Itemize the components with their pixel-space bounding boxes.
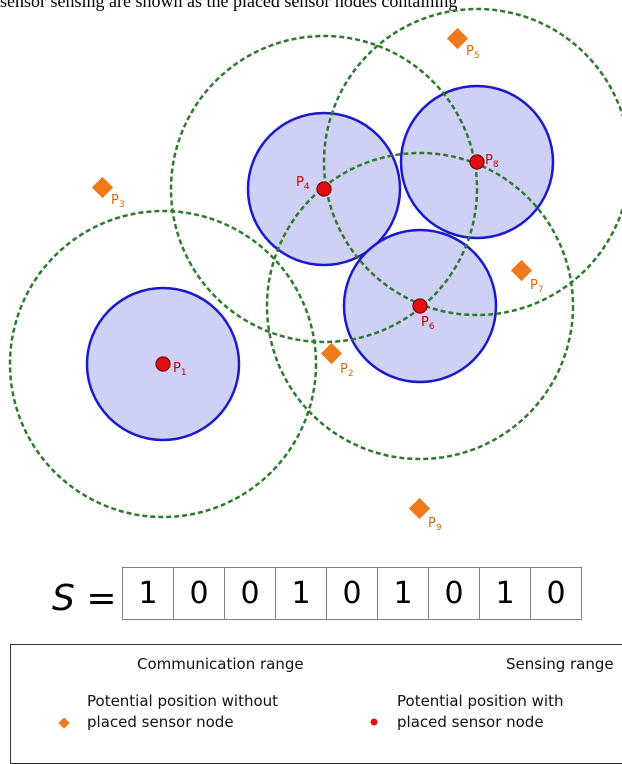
sequence-bit: 0 [224, 567, 276, 620]
sensor-layout-diagram: P1 P2 P3 P4 P5 P6 P7 P8 P9 [8, 7, 622, 533]
sequence-bit: 1 [122, 567, 174, 620]
sequence-bit: 0 [326, 567, 378, 620]
legend-comm-label: Communication range [137, 655, 304, 673]
sequence-bit: 1 [275, 567, 327, 620]
placed-node-p6 [412, 298, 428, 314]
legend-unplaced-line1: Potential position without [87, 692, 279, 710]
sequence-bit: 0 [173, 567, 225, 620]
candidate-marker-p9 [408, 497, 431, 520]
legend-placed-line2: placed sensor node [397, 713, 544, 731]
candidate-marker-p5 [446, 27, 469, 50]
sequence-cells: 1 0 0 1 0 1 0 1 0 [122, 567, 582, 620]
comm-range-p4 [169, 34, 479, 344]
legend-placed-line1: Potential position with [397, 692, 564, 710]
candidate-marker-p3 [91, 176, 114, 199]
sequence-bit: 1 [377, 567, 429, 620]
sequence-bit: 0 [428, 567, 480, 620]
label-p2: P2 [340, 362, 354, 379]
label-p6: P6 [421, 315, 435, 332]
sequence-bit: 1 [479, 567, 531, 620]
label-p3: P3 [111, 193, 125, 210]
label-p1: P1 [173, 361, 187, 378]
label-p9: P9 [428, 516, 442, 533]
label-p4: P4 [296, 175, 310, 192]
legend-unplaced-line2: placed sensor node [87, 713, 234, 731]
header-fragment: sensor sensing are shown as the placed s… [0, 0, 458, 11]
sequence-bit: 0 [530, 567, 582, 620]
sequence-label: S = [52, 578, 117, 619]
legend-placed-marker [370, 718, 378, 726]
candidate-marker-p7 [510, 259, 533, 282]
comm-range-p8 [322, 7, 622, 317]
placed-node-p1 [155, 356, 171, 372]
placed-node-p8 [469, 154, 485, 170]
label-p5: P5 [466, 44, 480, 61]
legend-candidate-marker [58, 717, 70, 729]
comm-range-p1 [8, 209, 318, 519]
comm-range-p6 [265, 151, 575, 461]
placed-node-p4 [316, 181, 332, 197]
legend-sensing-label: Sensing range [506, 655, 614, 673]
candidate-marker-p2 [320, 342, 343, 365]
label-p8: P8 [485, 153, 499, 170]
label-p7: P7 [530, 278, 544, 295]
legend-box: Communication range Sensing range Potent… [10, 644, 622, 764]
